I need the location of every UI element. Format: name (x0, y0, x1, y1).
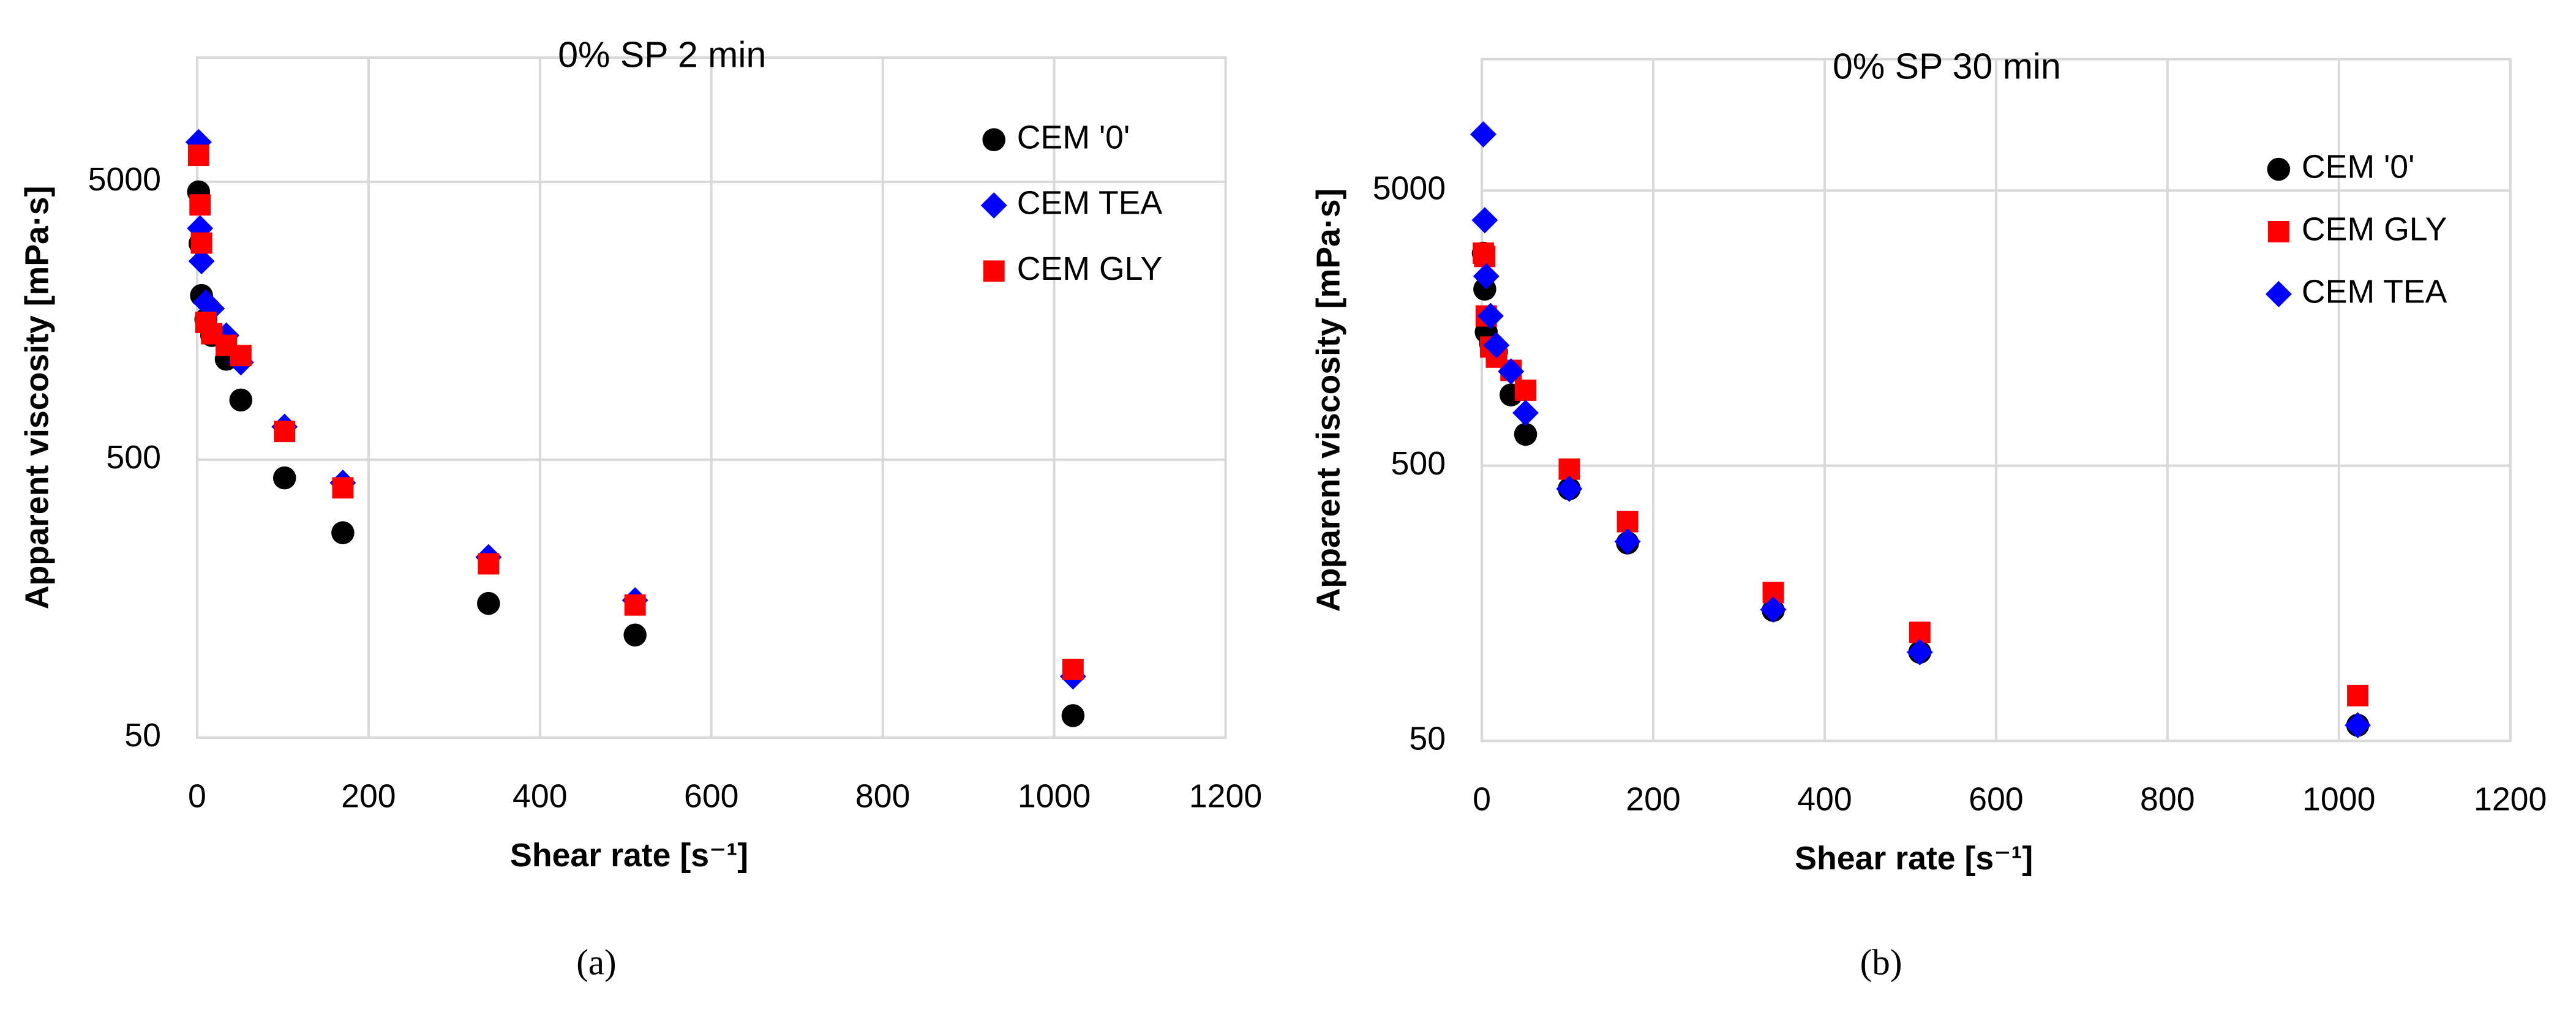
point (274, 421, 296, 443)
legend-label: CEM TEA (1017, 185, 1163, 222)
point (332, 477, 354, 499)
x-tick-label: 0 (1473, 781, 1491, 818)
legend-label: CEM GLY (2302, 211, 2447, 248)
x-tick-label: 800 (2140, 781, 2195, 818)
point (190, 232, 212, 254)
point (189, 194, 211, 216)
x-tick-label: 200 (341, 778, 396, 814)
point (2345, 712, 2371, 739)
point (1514, 422, 1538, 446)
point (1760, 596, 1787, 623)
legend-label: CEM '0' (2302, 149, 2414, 186)
x-tick-label: 1200 (2474, 781, 2547, 818)
legend-marker (2265, 280, 2292, 307)
point (1473, 263, 1500, 290)
point (1470, 121, 1496, 148)
x-tick-label: 600 (684, 778, 739, 814)
point (1062, 658, 1084, 680)
x-tick-label: 1000 (1018, 778, 1091, 814)
point (478, 553, 500, 575)
y-tick-label: 50 (124, 717, 161, 754)
plot-frame (195, 56, 1227, 739)
point (1614, 528, 1641, 555)
point (229, 388, 253, 412)
point (624, 594, 646, 616)
legend-marker (2267, 220, 2289, 242)
y-tick-label: 500 (1391, 445, 1446, 482)
point (1906, 639, 1933, 665)
caption: (b) (1860, 942, 1902, 982)
y-axis-title: Apparent viscosity [mPa·s] (1310, 189, 1346, 612)
legend-label: CEM '0' (1017, 119, 1130, 156)
x-tick-label: 400 (1797, 781, 1852, 818)
legend-marker (983, 260, 1005, 282)
point (187, 144, 209, 167)
point (1556, 476, 1583, 502)
legend-label: CEM GLY (1017, 250, 1163, 287)
legend-marker (982, 128, 1006, 151)
point (477, 591, 500, 615)
x-tick-label: 1200 (1189, 778, 1262, 814)
x-tick-label: 200 (1626, 781, 1681, 818)
point (1061, 704, 1085, 727)
point (272, 466, 296, 490)
caption: (a) (576, 942, 617, 982)
y-tick-label: 50 (1409, 720, 1446, 757)
x-axis-title: Shear rate [s⁻¹] (510, 837, 748, 874)
x-tick-label: 600 (1969, 781, 2024, 818)
point (1515, 380, 1536, 401)
point (1474, 246, 1496, 268)
x-tick-label: 400 (513, 778, 568, 814)
y-tick-label: 500 (106, 439, 161, 476)
legend-marker (980, 192, 1007, 219)
point (331, 521, 355, 544)
point (1471, 207, 1498, 234)
y-tick-label: 5000 (1373, 170, 1446, 206)
point (1498, 358, 1525, 385)
x-tick-label: 800 (855, 778, 911, 814)
chart-title: 0% SP 2 min (558, 35, 766, 75)
y-tick-label: 5000 (88, 161, 161, 198)
point (230, 345, 252, 367)
plot-frame (1481, 58, 2512, 743)
point (2347, 684, 2368, 707)
x-tick-label: 0 (188, 778, 206, 814)
point (623, 623, 647, 647)
y-axis-title: Apparent viscosity [mPa·s] (19, 186, 56, 610)
point (1477, 302, 1504, 329)
chart-title: 0% SP 30 min (1833, 46, 2061, 86)
x-axis-title: Shear rate [s⁻¹] (1795, 840, 2033, 877)
point (188, 248, 215, 275)
legend-label: CEM TEA (2302, 274, 2447, 310)
legend-marker (2267, 157, 2291, 181)
x-tick-label: 1000 (2302, 781, 2375, 818)
